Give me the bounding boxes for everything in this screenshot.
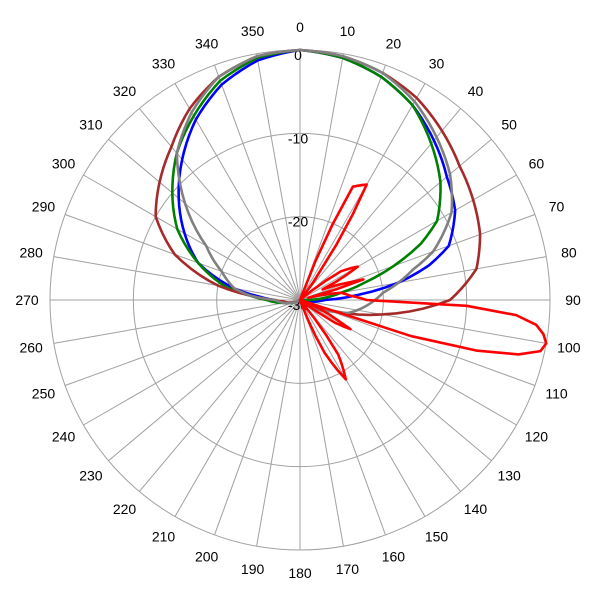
angle-tick-label: 30 <box>429 56 445 72</box>
grid-spoke <box>214 299 301 536</box>
angle-tick-label: 0 <box>296 19 304 35</box>
angle-tick-label: 170 <box>336 561 360 577</box>
angle-tick-label: 210 <box>152 528 176 544</box>
angle-tick-label: 310 <box>79 117 103 133</box>
angle-tick-label: 110 <box>545 385 568 401</box>
grid-spoke <box>299 53 344 301</box>
angle-tick-label: 320 <box>113 83 137 99</box>
angle-tick-label: 20 <box>386 35 402 51</box>
grid-spoke <box>108 138 301 301</box>
angle-tick-label: 160 <box>382 549 406 565</box>
angle-tick-label: 280 <box>19 245 43 261</box>
grid-spoke <box>214 64 301 301</box>
series-line-1 <box>177 48 457 305</box>
angle-tick-label: 130 <box>497 467 521 483</box>
grid-spoke <box>53 299 301 344</box>
angle-tick-label: 50 <box>501 117 517 133</box>
angle-tick-label: 60 <box>529 156 545 172</box>
grid-spoke <box>299 299 386 536</box>
angle-tick-label: 150 <box>425 528 449 544</box>
grid-spoke <box>256 53 301 301</box>
angle-tick-label: 120 <box>525 429 549 445</box>
angle-tick-label: 260 <box>19 339 43 355</box>
grid-spoke <box>299 299 517 426</box>
angle-tick-label: 240 <box>52 429 76 445</box>
angle-tick-label: 230 <box>79 467 103 483</box>
angle-tick-label: 200 <box>195 549 219 565</box>
angle-tick-label: 100 <box>557 339 581 355</box>
grid-spoke <box>108 299 301 462</box>
grid-spoke <box>138 299 301 492</box>
angle-tick-label: 10 <box>340 23 356 39</box>
angle-tick-label: 190 <box>241 561 265 577</box>
radial-tick-label: -10 <box>288 130 308 146</box>
series-line-5 <box>298 183 548 381</box>
grid-spoke <box>299 299 462 492</box>
angle-tick-labels: 0 10 20 30 40 50 60 70 80 90 100 110 120 130 140 150 160… <box>15 19 581 581</box>
angle-tick-label: 330 <box>152 56 176 72</box>
grid-spoke <box>256 299 301 547</box>
angle-tick-label: 220 <box>113 501 137 517</box>
grid-spoke <box>138 108 301 301</box>
angle-tick-label: 80 <box>561 245 577 261</box>
angle-tick-label: 70 <box>549 199 565 215</box>
grid-spoke <box>174 299 301 517</box>
angle-tick-label: 40 <box>468 83 484 99</box>
radial-tick-label: -20 <box>288 214 308 230</box>
grid-spoke <box>64 299 301 386</box>
angle-tick-label: 270 <box>15 292 39 308</box>
grid-spoke <box>83 174 301 301</box>
grid-spoke <box>53 256 301 301</box>
angle-tick-label: 350 <box>241 23 265 39</box>
angle-tick-label: 180 <box>288 565 312 581</box>
grid-spoke <box>299 174 517 301</box>
grid-spoke <box>299 299 426 517</box>
series-layer <box>154 48 548 381</box>
angle-tick-label: 300 <box>52 156 76 172</box>
angle-tick-label: 250 <box>32 385 56 401</box>
angle-tick-label: 290 <box>32 199 56 215</box>
grid-spoke <box>299 299 344 547</box>
grid-spoke <box>299 299 492 462</box>
grid-spoke <box>299 299 536 386</box>
radial-tick-label: 0 <box>294 47 302 63</box>
grid-spoke <box>64 214 301 301</box>
angle-tick-label: 140 <box>464 501 488 517</box>
grid-spoke <box>83 299 301 426</box>
radial-tick-labels: 0-10-20-30 <box>288 47 308 313</box>
angle-tick-label: 90 <box>565 292 581 308</box>
grid-spoke <box>299 299 547 344</box>
angle-tick-label: 340 <box>195 35 219 51</box>
